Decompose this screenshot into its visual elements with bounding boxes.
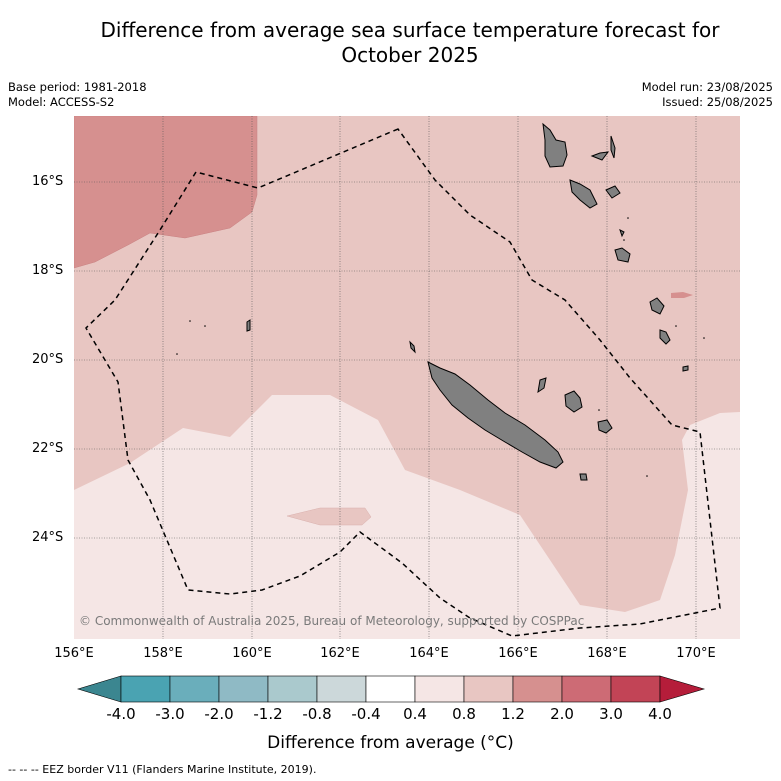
colorbar-segment xyxy=(218,675,269,703)
lifou-island xyxy=(564,390,583,413)
land-masses xyxy=(246,122,689,481)
lon-label-158e: 158°E xyxy=(143,646,183,661)
meta-right: Model run: 23/08/2025 Issued: 25/08/2025 xyxy=(642,80,773,110)
colorbar-segment xyxy=(365,675,416,703)
colorbar-tick-label: -0.8 xyxy=(302,705,332,723)
colorbar-segment xyxy=(463,675,514,703)
isle-of-pines xyxy=(579,473,588,481)
colorbar-tick-label: -0.4 xyxy=(351,705,381,723)
colorbar-tick-label: 0.4 xyxy=(403,705,427,723)
eez-border xyxy=(85,128,721,637)
colorbar-tick-label: 3.0 xyxy=(599,705,623,723)
lon-label-164e: 164°E xyxy=(409,646,449,661)
ouvea-island xyxy=(537,377,547,394)
mare-island xyxy=(597,419,613,434)
colorbar-segment xyxy=(267,675,318,703)
title-line-2: October 2025 xyxy=(341,43,479,67)
lon-label-168e: 168°E xyxy=(587,646,627,661)
model-run: Model run: 23/08/2025 xyxy=(641,80,773,94)
colorbar-tick-label: -2.0 xyxy=(204,705,234,723)
issued-date: Issued: 25/08/2025 xyxy=(662,95,773,109)
lat-label-20s: 20°S xyxy=(32,352,64,367)
gridlines xyxy=(74,116,740,639)
colorbar-segment xyxy=(610,675,661,703)
colorbar-segment xyxy=(169,675,220,703)
colorbar-segment xyxy=(561,675,612,703)
anomaly-region-1-2-2-0 xyxy=(74,116,258,269)
malekula-island xyxy=(569,179,598,209)
model-name: Model: ACCESS-S2 xyxy=(8,95,115,109)
lon-label-156e: 156°E xyxy=(54,646,94,661)
anomaly-patch-0-8-1-2 xyxy=(286,507,372,526)
lat-label-16s: 16°S xyxy=(32,174,64,189)
lon-label-162e: 162°E xyxy=(320,646,360,661)
base-period: Base period: 1981-2018 xyxy=(8,80,147,94)
map-panel xyxy=(74,116,740,639)
aneityum-island xyxy=(682,365,689,372)
colorbar-tick-label: -1.2 xyxy=(253,705,283,723)
eez-border-note: -- -- -- EEZ border V11 (Flanders Marine… xyxy=(8,763,317,776)
epi-island xyxy=(619,229,625,238)
espiritu-santo-island xyxy=(542,122,568,168)
efate-island xyxy=(614,247,631,263)
lat-label-22s: 22°S xyxy=(32,441,64,456)
colorbar-tick-label: -3.0 xyxy=(155,705,185,723)
colorbar-label: Difference from average (°C) xyxy=(267,733,514,753)
anomaly-patch-1-2-2-0 xyxy=(671,292,693,298)
title-line-1: Difference from average sea surface temp… xyxy=(100,18,720,42)
lon-label-170e: 170°E xyxy=(676,646,716,661)
colorbar-tick-label: 1.2 xyxy=(501,705,525,723)
pentecost-island xyxy=(610,135,616,159)
lon-label-166e: 166°E xyxy=(498,646,538,661)
belep-island xyxy=(409,340,416,354)
colorbar-segment xyxy=(512,675,563,703)
small-reef-1 xyxy=(246,319,251,332)
map-svg xyxy=(74,116,740,639)
colorbar-segment xyxy=(414,675,465,703)
colorbar-svg xyxy=(76,675,706,703)
colorbar-over-arrow xyxy=(659,675,706,703)
colorbar-under-arrow xyxy=(76,675,122,703)
new-caledonia-main-island xyxy=(427,361,564,469)
lat-label-24s: 24°S xyxy=(32,530,64,545)
erromango-island xyxy=(649,297,665,315)
lat-label-18s: 18°S xyxy=(32,263,64,278)
small-islets xyxy=(176,217,705,477)
colorbar xyxy=(76,673,706,707)
tanna-island xyxy=(659,329,671,345)
map-title: Difference from average sea surface temp… xyxy=(60,18,760,68)
lon-label-160e: 160°E xyxy=(232,646,272,661)
ambae-island xyxy=(590,151,610,161)
colorbar-tick-label: 0.8 xyxy=(452,705,476,723)
colorbar-tick-label: -4.0 xyxy=(106,705,136,723)
colorbar-segment xyxy=(316,675,367,703)
meta-left: Base period: 1981-2018 Model: ACCESS-S2 xyxy=(8,80,147,110)
copyright-notice: © Commonwealth of Australia 2025, Bureau… xyxy=(79,614,585,628)
anomaly-region-0-4-0-8 xyxy=(74,395,740,639)
colorbar-tick-label: 4.0 xyxy=(648,705,672,723)
colorbar-segment xyxy=(120,675,171,703)
ambrym-island xyxy=(605,185,621,199)
colorbar-tick-label: 2.0 xyxy=(550,705,574,723)
